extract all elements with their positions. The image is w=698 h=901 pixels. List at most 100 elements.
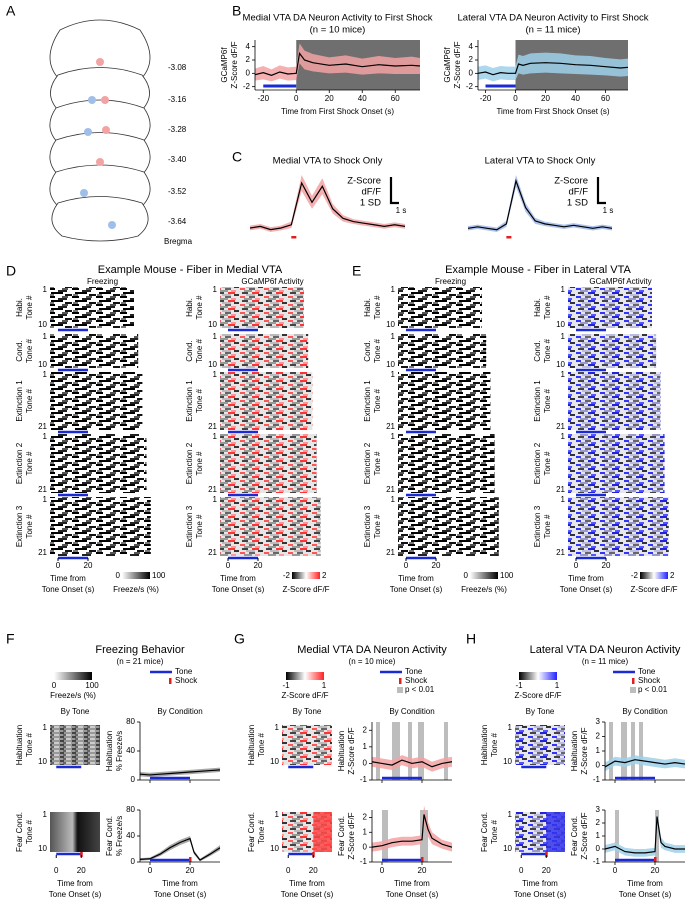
label: Freeze/s (%) bbox=[113, 585, 159, 594]
raster bbox=[220, 287, 304, 328]
label: Tone # bbox=[543, 514, 552, 539]
label: Example Mouse - Fiber in Medial VTA bbox=[98, 264, 283, 276]
label: Z-Score dF/F bbox=[514, 691, 561, 700]
label: -3.64 bbox=[168, 217, 187, 226]
label: 2 bbox=[363, 725, 368, 734]
heatmap bbox=[515, 725, 565, 765]
label: Fear Cond. bbox=[570, 816, 579, 856]
label: Tone # bbox=[543, 388, 552, 413]
label: Cond. bbox=[185, 340, 194, 361]
label: Fear Cond. bbox=[247, 812, 256, 852]
label: Tone Onset (s) bbox=[49, 890, 102, 899]
label: -1 bbox=[593, 775, 601, 784]
significance-bar bbox=[615, 810, 619, 862]
raster bbox=[568, 334, 657, 368]
scale-bar bbox=[389, 177, 399, 205]
label: Extinction 2 bbox=[15, 442, 24, 484]
label: 40 bbox=[126, 831, 135, 840]
label: 1 bbox=[561, 495, 566, 504]
label: 1 bbox=[391, 370, 396, 379]
raster bbox=[568, 497, 669, 556]
label: Tone # bbox=[25, 295, 34, 320]
raster bbox=[50, 334, 139, 368]
label: 1 bbox=[391, 495, 396, 504]
label: 1 bbox=[391, 432, 396, 441]
label: H bbox=[466, 631, 476, 647]
legend-shock bbox=[632, 678, 635, 684]
significance-bar bbox=[392, 722, 400, 780]
label: -20 bbox=[480, 94, 492, 103]
significance-bar bbox=[418, 722, 424, 780]
error-band bbox=[478, 52, 628, 82]
label: Tone bbox=[638, 667, 656, 676]
label: Shock bbox=[175, 676, 198, 685]
label: Extinction 2 bbox=[185, 442, 194, 484]
content: A B C D E F G H -3.08 -3.16 -3.28 -3.40 -3.52 -3.64 Br… bbox=[6, 3, 686, 899]
significance-bar bbox=[376, 722, 380, 780]
label: 0 bbox=[574, 561, 579, 570]
label: 1 SD bbox=[360, 198, 381, 209]
label: Z-Score dF/F bbox=[347, 727, 356, 774]
label: 2 bbox=[363, 813, 368, 822]
label: 1 bbox=[213, 332, 218, 341]
label: Tone # bbox=[490, 732, 499, 757]
label: Tone # bbox=[25, 451, 34, 476]
colorbar bbox=[640, 572, 668, 579]
label: 1 bbox=[555, 681, 560, 690]
label: Tone Onset (s) bbox=[386, 890, 439, 899]
label: 40 bbox=[358, 94, 367, 103]
label: Tone # bbox=[373, 295, 382, 320]
label: 0 bbox=[56, 561, 61, 570]
label: Tone Onset (s) bbox=[514, 890, 567, 899]
label: By Tone bbox=[61, 707, 90, 716]
label: 1 bbox=[322, 681, 327, 690]
label: 60 bbox=[601, 94, 610, 103]
significance-bar bbox=[609, 722, 613, 780]
label: Time from First Shock Onset (s) bbox=[281, 107, 394, 116]
label: Fear Cond. bbox=[15, 812, 24, 852]
raster bbox=[220, 372, 313, 430]
label: Tone # bbox=[25, 819, 34, 844]
label: By Condition bbox=[389, 707, 434, 716]
label: Tone # bbox=[257, 819, 266, 844]
label: dF/F bbox=[568, 187, 588, 198]
label: 10 bbox=[38, 757, 47, 766]
decoration bbox=[102, 126, 110, 134]
label: Tone Onset (s) bbox=[560, 585, 613, 594]
label: 0 bbox=[294, 94, 299, 103]
label: A bbox=[6, 3, 16, 19]
significance-bar bbox=[444, 722, 448, 780]
label: 1 bbox=[596, 746, 601, 755]
label: Tone # bbox=[373, 514, 382, 539]
label: 1 bbox=[391, 285, 396, 294]
label: Z-Score dF/F bbox=[630, 585, 677, 594]
label: 0 bbox=[246, 68, 251, 77]
label: -2 bbox=[466, 82, 474, 91]
label: 3 bbox=[596, 805, 601, 814]
heatmap bbox=[50, 725, 100, 765]
label: Extinction 1 bbox=[363, 380, 372, 422]
label: 1 bbox=[363, 827, 368, 836]
label: 20 bbox=[186, 866, 195, 875]
label: Shock bbox=[405, 676, 428, 685]
label: 1 bbox=[213, 370, 218, 379]
shock-mark bbox=[506, 236, 512, 239]
label: Tone # bbox=[25, 338, 34, 363]
label: Medial VTA DA Neuron Activity bbox=[297, 644, 447, 656]
label: 10 bbox=[38, 360, 47, 369]
significance-bar bbox=[655, 810, 659, 862]
label: 21 bbox=[386, 422, 395, 431]
label: -3.52 bbox=[168, 187, 187, 196]
significance-bar bbox=[382, 810, 388, 862]
label: Tone Onset (s) bbox=[154, 890, 207, 899]
colorbar bbox=[286, 672, 324, 680]
colorbar bbox=[122, 572, 150, 579]
label: Fear Cond. bbox=[480, 812, 489, 852]
heatmap bbox=[282, 725, 332, 765]
label: (n = 11 mice) bbox=[582, 657, 629, 666]
significance-bar bbox=[420, 810, 428, 862]
label: 1 s bbox=[396, 206, 407, 215]
label: 20 bbox=[541, 94, 550, 103]
label: 1 bbox=[561, 432, 566, 441]
significance-bar bbox=[621, 722, 627, 780]
